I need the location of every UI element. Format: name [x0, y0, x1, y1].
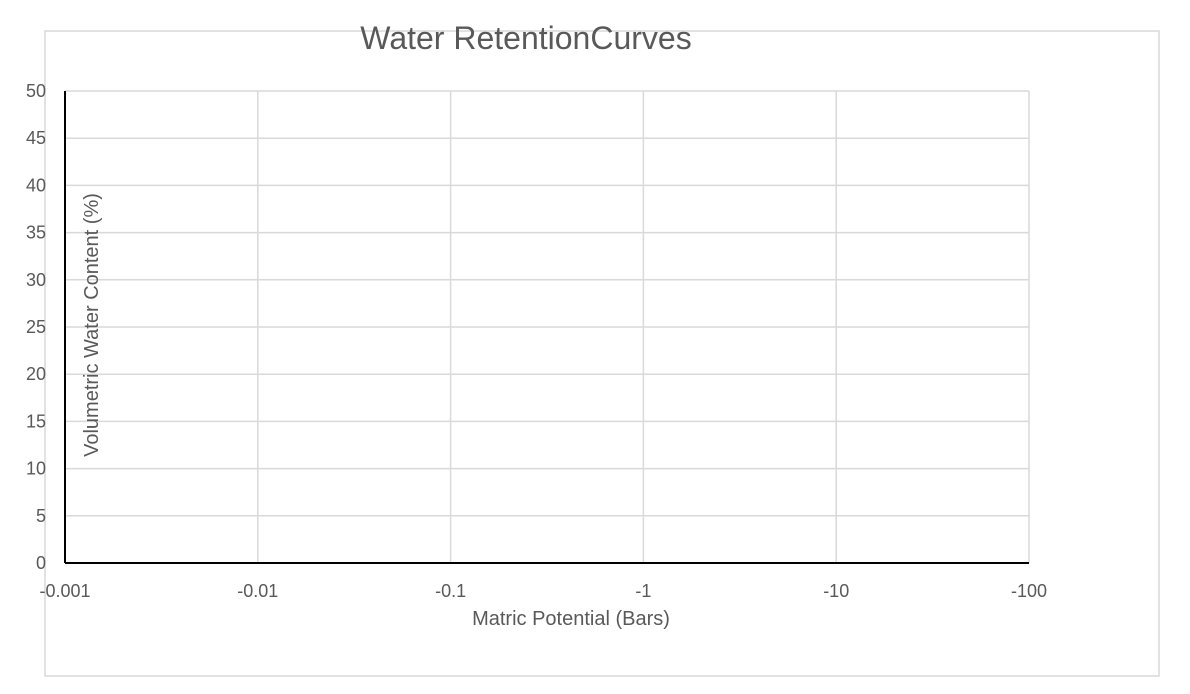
y-tick-label: 15 — [26, 411, 46, 431]
y-tick-label: 45 — [26, 128, 46, 148]
x-tick-label: -0.001 — [39, 581, 90, 601]
grid-lines — [65, 90, 1030, 563]
x-tick-label: -100 — [1011, 581, 1047, 601]
y-axis-title: Volumetric Water Content (%) — [81, 193, 103, 457]
y-tick-labels: 0 5 10 15 20 25 30 35 40 45 50 — [26, 81, 46, 573]
y-tick-label: 10 — [26, 459, 46, 479]
y-tick-label: 40 — [26, 175, 46, 195]
x-tick-labels: -0.001 -0.01 -0.1 -1 -10 -100 — [39, 581, 1047, 601]
y-tick-label: 25 — [26, 317, 46, 337]
x-tick-label: -0.01 — [237, 581, 278, 601]
chart-title: Water RetentionCurves — [360, 20, 691, 56]
y-tick-label: 5 — [36, 506, 46, 526]
x-tick-label: -0.1 — [435, 581, 466, 601]
y-tick-label: 0 — [36, 553, 46, 573]
y-tick-label: 35 — [26, 223, 46, 243]
y-tick-label: 20 — [26, 364, 46, 384]
x-tick-label: -10 — [823, 581, 849, 601]
x-tick-label: -1 — [635, 581, 651, 601]
x-axis-title: Matric Potential (Bars) — [472, 608, 670, 630]
y-tick-label: 50 — [26, 81, 46, 101]
chart-frame — [44, 30, 1160, 677]
y-tick-label: 30 — [26, 270, 46, 290]
